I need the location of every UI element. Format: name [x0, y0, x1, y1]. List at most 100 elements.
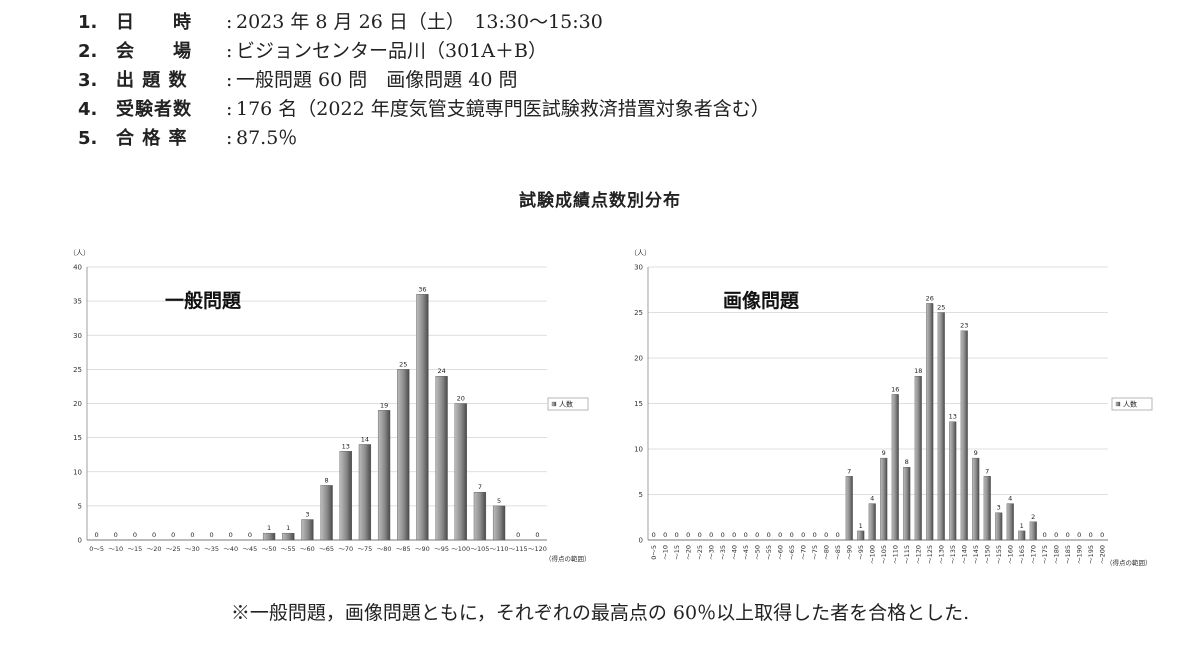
x-tick-label: 〜100 [451, 545, 470, 553]
x-tick-label: 〜85 [396, 545, 411, 553]
info-separator: : [226, 11, 233, 33]
info-row-questions: 3. 出 題 数 : 一般問題 60 問 画像問題 40 問 [78, 66, 770, 95]
x-tick-label: 〜125 [926, 545, 934, 564]
bar [301, 519, 314, 541]
bar [880, 457, 888, 541]
data-label: 13 [342, 442, 350, 450]
data-label: 0 [171, 531, 175, 539]
x-tick-label: 〜65 [319, 545, 334, 553]
info-row-venue: 2. 会 場 : ビジョンセンター品川（301A＋B） [78, 37, 770, 66]
info-number: 2. [78, 41, 98, 62]
data-label: 1 [267, 524, 271, 532]
bar [983, 476, 991, 541]
x-tick-label: 〜160 [1006, 545, 1014, 564]
y-tick-label: 40 [73, 264, 82, 272]
data-label: 20 [457, 395, 465, 403]
x-tick-label: 〜70 [338, 545, 353, 553]
bar [914, 375, 922, 541]
chart-title: 一般問題 [165, 289, 242, 312]
data-label: 0 [95, 531, 99, 539]
info-row-examinees: 4. 受験者数 : 176 名（2022 年度気管支鏡専門医試験救済措置対象者含… [78, 95, 770, 124]
data-label: 0 [813, 531, 817, 539]
data-label: 16 [891, 385, 899, 393]
data-label: 0 [516, 531, 520, 539]
data-label: 2 [1031, 513, 1035, 521]
bar [377, 410, 391, 541]
data-label: 0 [686, 531, 690, 539]
bar [1006, 503, 1014, 541]
data-label: 0 [663, 531, 667, 539]
chart-title: 画像問題 [723, 289, 800, 312]
info-value: 一般問題 60 問 画像問題 40 問 [236, 69, 518, 91]
x-tick-label: 〜80 [377, 545, 392, 553]
x-tick-label: 〜50 [753, 545, 761, 560]
x-tick-label: 〜120 [528, 545, 547, 553]
legend-swatch [1115, 401, 1121, 407]
bar [845, 476, 853, 541]
bar [339, 451, 352, 541]
data-label: 0 [744, 531, 748, 539]
x-tick-label: 〜55 [281, 545, 296, 553]
data-label: 0 [535, 531, 539, 539]
x-tick-label: 〜100 [868, 545, 876, 564]
x-tick-label: 〜120 [914, 545, 922, 564]
data-label: 25 [937, 304, 945, 312]
data-label: 0 [675, 531, 679, 539]
data-label: 0 [721, 531, 725, 539]
data-label: 14 [361, 435, 369, 443]
x-tick-label: 〜15 [673, 545, 681, 560]
data-label: 0 [755, 531, 759, 539]
x-tick-label: 〜195 [1087, 545, 1095, 564]
data-label: 0 [210, 531, 214, 539]
x-tick-label: 〜165 [1018, 545, 1026, 564]
info-value: 87.5％ [236, 127, 298, 149]
legend-swatch [551, 401, 557, 407]
data-label: 0 [836, 531, 840, 539]
x-tick-label: 〜145 [972, 545, 980, 564]
legend-label: 人数 [559, 400, 573, 409]
y-tick-label: 0 [78, 537, 82, 545]
data-label: 0 [1066, 531, 1070, 539]
x-tick-label: 〜25 [696, 545, 704, 560]
data-label: 1 [1020, 522, 1024, 530]
bar [397, 369, 410, 541]
x-tick-label: 〜90 [415, 545, 430, 553]
data-label: 25 [399, 360, 407, 368]
data-label: 0 [1043, 531, 1047, 539]
data-label: 13 [949, 413, 957, 421]
x-tick-label: 〜85 [834, 545, 842, 560]
y-tick-label: 10 [634, 446, 643, 454]
legend-box [547, 397, 589, 411]
x-tick-label: 〜95 [857, 545, 865, 560]
data-label: 0 [767, 531, 771, 539]
y-tick-label: 5 [78, 502, 82, 510]
x-tick-label: 〜150 [983, 545, 991, 564]
info-row-date: 1. 日 時 : 2023 年 8 月 26 日（土） 13:30〜15:30 [78, 8, 770, 37]
y-tick-label: 30 [634, 264, 643, 272]
x-tick-label: 〜40 [223, 545, 238, 553]
data-label: 23 [960, 322, 968, 330]
x-tick-label: 〜50 [262, 545, 277, 553]
x-tick-label: 〜15 [128, 545, 143, 553]
bar [262, 532, 276, 541]
bar [937, 312, 945, 541]
info-value: 2023 年 8 月 26 日（土） 13:30〜15:30 [236, 11, 603, 33]
data-label: 0 [1089, 531, 1093, 539]
bar [857, 530, 865, 541]
bar [454, 403, 467, 541]
x-tick-label: 〜45 [243, 545, 258, 553]
x-tick-label: 〜105 [470, 545, 489, 553]
data-label: 36 [418, 285, 426, 293]
legend-label: 人数 [1123, 400, 1137, 409]
x-tick-label: 〜75 [811, 545, 819, 560]
bar [972, 457, 980, 541]
data-label: 1 [859, 522, 863, 530]
info-label: 会 場 [116, 41, 192, 62]
x-tick-label: 0〜5 [650, 545, 658, 560]
data-label: 0 [698, 531, 702, 539]
info-label: 出 題 数 [116, 70, 188, 91]
section-title: 試験成績点数別分布 [519, 191, 681, 211]
data-label: 19 [380, 401, 388, 409]
x-tick-label: 〜95 [434, 545, 449, 553]
x-tick-label: 〜10 [108, 545, 123, 553]
